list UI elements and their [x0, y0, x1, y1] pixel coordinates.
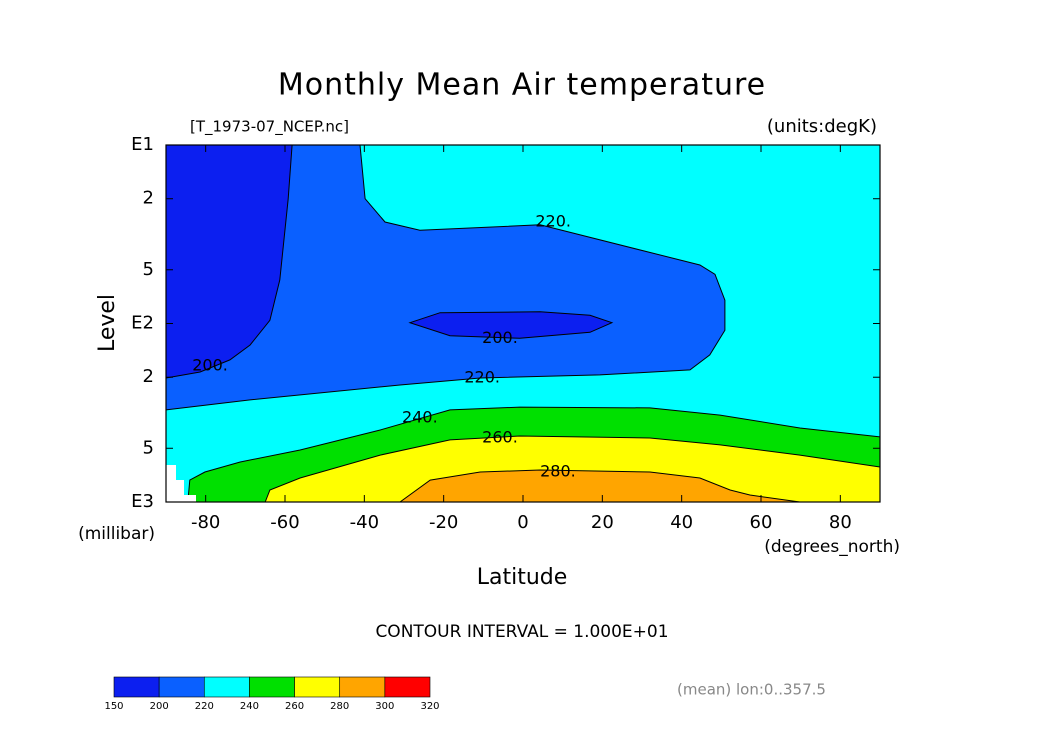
- contour-label: 200.: [192, 355, 228, 374]
- contour-region: [166, 145, 293, 379]
- colorbar-swatch: [294, 676, 341, 698]
- contour-region: [399, 469, 800, 502]
- y-tick-label: E3: [131, 491, 154, 512]
- y-axis-label: Level: [95, 294, 120, 352]
- colorbar-label: 260: [285, 701, 304, 712]
- colorbar-swatch: [339, 676, 386, 698]
- colorbar-label: 300: [375, 701, 394, 712]
- x-tick-label: 80: [829, 512, 852, 533]
- contour-fill: [166, 145, 880, 502]
- colorbar-label: 200: [150, 701, 169, 712]
- colorbar-swatch: [203, 676, 250, 698]
- contour-label: 220.: [464, 368, 500, 387]
- x-tick-label: -20: [429, 512, 458, 533]
- missing-data: [166, 465, 196, 502]
- colorbar-swatch: [249, 676, 295, 698]
- x-tick-label: -40: [350, 512, 379, 533]
- x-tick-label: -60: [270, 512, 299, 533]
- colorbar-label: 220: [195, 701, 214, 712]
- x-axis-label: Latitude: [477, 565, 568, 590]
- x-tick-label: 20: [591, 512, 614, 533]
- y-tick-label: E2: [131, 313, 154, 334]
- units: (units:degK): [767, 116, 877, 137]
- contour-label: 260.: [482, 428, 518, 447]
- y-tick-label: 2: [143, 366, 154, 387]
- contour-label: 280.: [540, 461, 576, 480]
- chart-title: Monthly Mean Air temperature: [278, 68, 766, 103]
- y-tick-label: 5: [143, 259, 154, 280]
- x-tick-label: 40: [670, 512, 693, 533]
- footer: CONTOUR INTERVAL = 1.000E+01: [375, 622, 668, 642]
- note: (mean) lon:0..357.5: [677, 681, 826, 699]
- x-units: (degrees_north): [764, 537, 900, 557]
- x-tick-label: 0: [517, 512, 528, 533]
- x-tick-label: -80: [191, 512, 220, 533]
- colorbar-label: 150: [104, 701, 123, 712]
- contour-region: [264, 435, 880, 502]
- contour-label: 220.: [535, 211, 571, 230]
- colorbar-label: 280: [330, 701, 349, 712]
- colorbar-label: 320: [420, 701, 439, 712]
- colorbar-swatch: [113, 676, 160, 698]
- colorbar-swatch: [384, 676, 431, 698]
- y-tick-label: 2: [143, 188, 154, 209]
- colorbar-swatch: [158, 676, 205, 698]
- y-tick-label: 5: [143, 437, 154, 458]
- x-tick-label: 60: [750, 512, 773, 533]
- contour-label: 240.: [402, 407, 438, 426]
- y-tick-label: E1: [131, 134, 154, 155]
- contour-label: 200.: [482, 328, 518, 347]
- colorbar-label: 240: [240, 701, 259, 712]
- contour-region: [408, 311, 614, 339]
- subtitle: [T_1973-07_NCEP.nc]: [190, 118, 349, 137]
- y-units: (millibar): [78, 524, 155, 544]
